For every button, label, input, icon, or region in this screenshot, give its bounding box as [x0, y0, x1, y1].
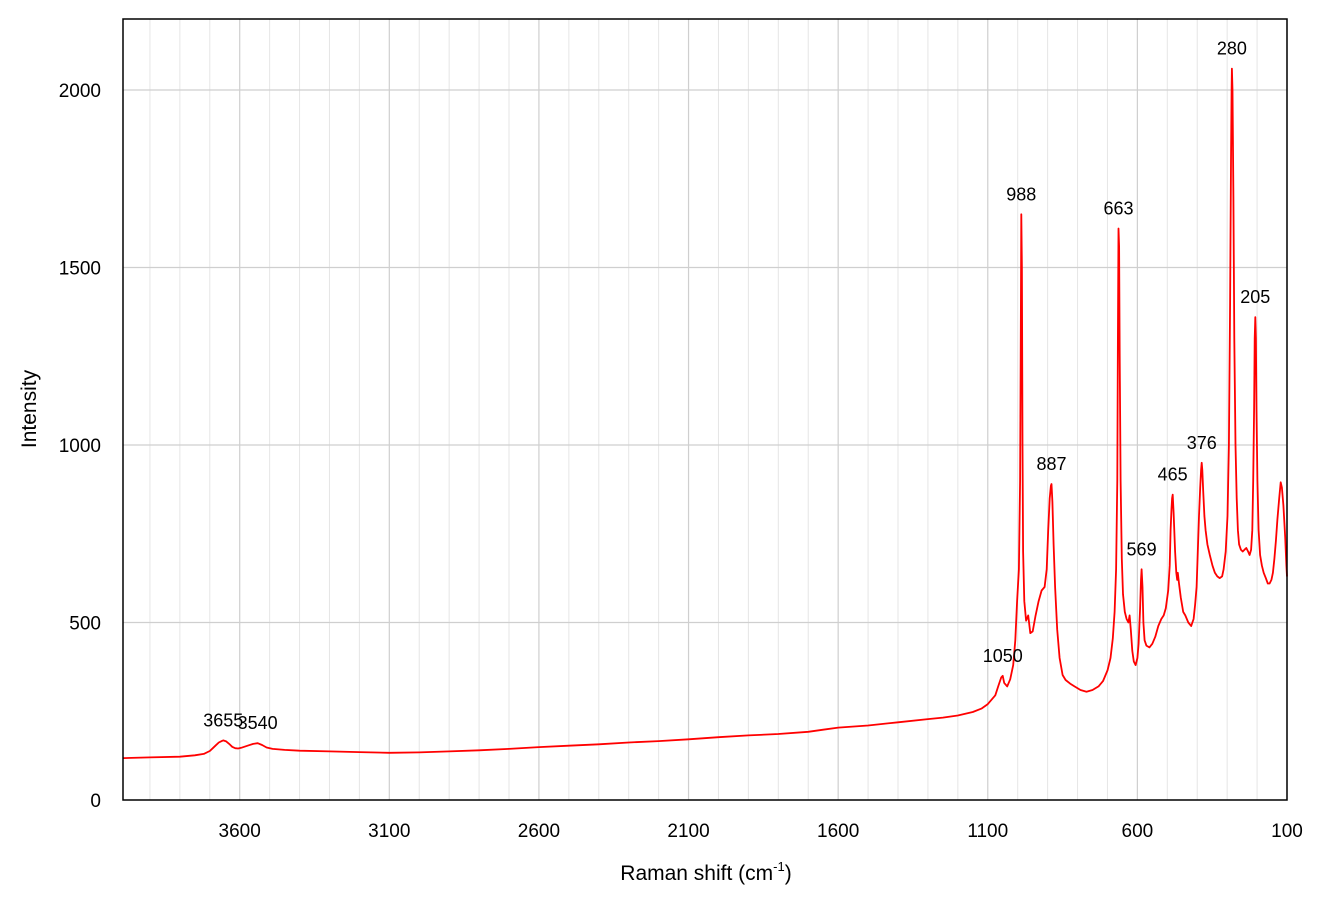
- peak-label-3655: 3655: [203, 710, 243, 730]
- y-axis-title: Intensity: [18, 369, 41, 448]
- x-axis-title: Raman shift (cm-1): [620, 859, 791, 885]
- x-axis-title-suffix: ): [785, 862, 792, 885]
- peak-label-465: 465: [1158, 465, 1188, 485]
- peak-label-887: 887: [1036, 454, 1066, 474]
- plot-frame: [122, 18, 1288, 801]
- x-tick-label: 2600: [518, 821, 560, 842]
- x-axis-title-superscript: -1: [773, 859, 785, 874]
- x-tick-label: 2100: [667, 821, 709, 842]
- peak-label-376: 376: [1187, 433, 1217, 453]
- peak-label-569: 569: [1127, 539, 1157, 559]
- y-tick-label: 1500: [59, 259, 101, 280]
- y-tick-label: 1000: [59, 436, 101, 457]
- x-tick-label: 3100: [368, 821, 410, 842]
- y-tick-label: 500: [69, 614, 101, 635]
- peak-label-1050: 1050: [983, 646, 1023, 666]
- x-tick-label: 600: [1122, 821, 1154, 842]
- spectrum-line: [122, 67, 1288, 759]
- series-layer: [122, 67, 1288, 759]
- peak-label-280: 280: [1217, 39, 1247, 59]
- x-tick-label: 3600: [219, 821, 261, 842]
- major-gridlines: [123, 19, 1288, 800]
- peak-label-663: 663: [1104, 198, 1134, 218]
- peak-label-205: 205: [1240, 287, 1270, 307]
- peak-label-3540: 3540: [238, 713, 278, 733]
- y-tick-label: 2000: [59, 81, 101, 102]
- x-tick-label: 1100: [967, 821, 1008, 842]
- x-tick-label: 100: [1271, 821, 1303, 842]
- peak-label-988: 988: [1006, 184, 1036, 204]
- y-tick-label: 0: [90, 791, 101, 812]
- minor-gridlines: [149, 19, 1258, 800]
- x-axis-title-main: Raman shift (cm: [620, 862, 773, 885]
- tick-labels: 3600 3100 2600 2100 1600 1100 600 1000500100015…: [59, 81, 1303, 842]
- x-tick-label: 1600: [817, 821, 859, 842]
